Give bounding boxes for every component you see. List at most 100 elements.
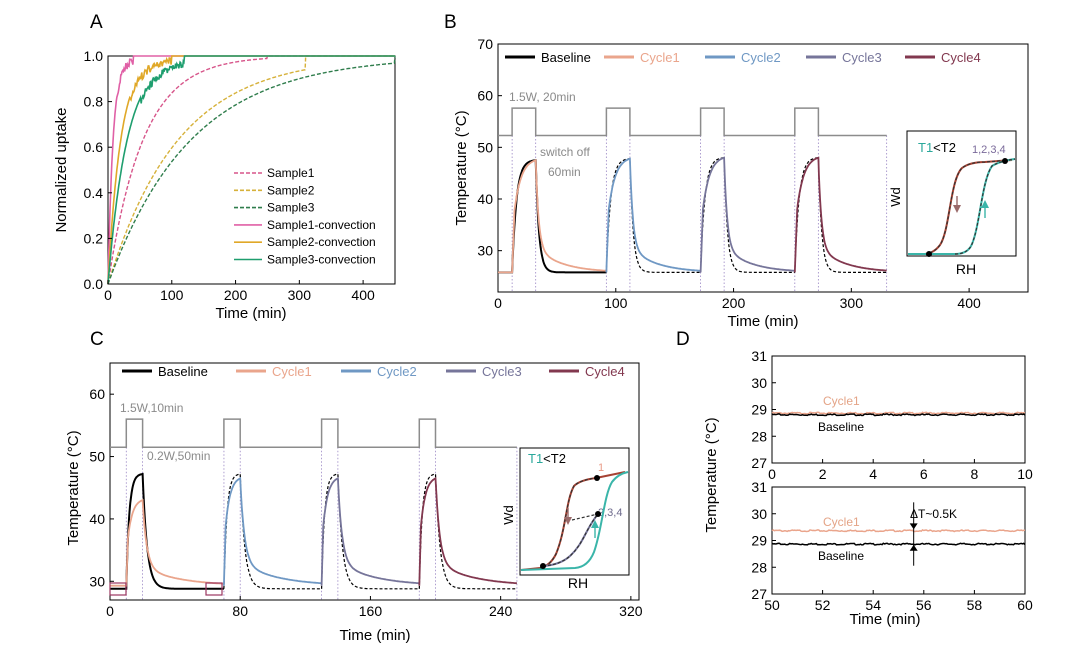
panel-b-inset-desorption-dashed [924, 159, 1013, 255]
panel-c-series-cycle3 [320, 476, 420, 586]
panel-b-x-ticks: 0 100 200 300 400 30 40 50 60 70 [477, 36, 981, 311]
panel-b-x-axis-label: Time (min) [727, 313, 798, 330]
panel-b-y-tick-label: 50 [477, 139, 493, 155]
panel-d-top-x-tick-label: 10 [1017, 466, 1033, 482]
panel-b-inset-x-label: RH [956, 261, 976, 277]
panel-d-top-y-tick-label: 31 [751, 348, 767, 364]
panel-d-top-y-tick-label: 28 [751, 428, 767, 444]
panel-c-x-axis-label: Time (min) [339, 627, 410, 644]
panel-c-power-line [110, 418, 517, 448]
panel-b-series [498, 156, 887, 274]
panel-d-bottom-x-tick-label: 54 [865, 597, 881, 613]
panel-b-duration-annotation: 60min [548, 165, 581, 179]
panel-c-x-ticks: 0 80 160 240 320 30 40 50 60 [89, 386, 642, 619]
panel-c-series-baseline [418, 473, 517, 590]
panel-c-power-annotation: 1.5W,10min [120, 401, 183, 415]
panel-c-inset-purple-curve [542, 513, 599, 567]
panel-a-plot-frame [107, 55, 396, 285]
panel-b-x-tick-label: 0 [494, 295, 502, 311]
panel-d-series [771, 411, 1026, 566]
panel-c-inset-end-point [594, 475, 600, 481]
panel-c-x-tick-label: 240 [489, 603, 513, 619]
panel-label-d: D [676, 329, 690, 350]
panel-c-inset-dashed-connector [571, 513, 599, 521]
panel-d-bottom-plot-frame [771, 486, 1026, 595]
panel-d-bottom-x-tick-label: 52 [815, 597, 831, 613]
panel-b-series-cycle4 [793, 156, 887, 273]
panel-b-series-baseline [605, 158, 701, 273]
panel-c-legend-label: Cycle2 [377, 364, 417, 379]
panel-c-x-tick-label: 320 [619, 603, 643, 619]
panel-c-legend-label: Cycle4 [585, 364, 625, 379]
panel-b-series-cycle3 [699, 156, 795, 273]
panel-d-y-axis-label: Temperature (°C) [703, 417, 720, 532]
panel-label-a: A [90, 12, 103, 33]
panel-c-plot-frame [109, 362, 640, 601]
panel-d-bottom-x-tick-label: 56 [916, 597, 932, 613]
panel-c-x-tick-label: 80 [232, 603, 248, 619]
panel-c-inset-y-label: Wd [501, 505, 516, 525]
panel-d-top-x-tick-label: 8 [971, 466, 979, 482]
panel-b-y-axis-label: Temperature (°C) [453, 110, 470, 225]
panel-b-inset-condition: T1<T2 [918, 140, 956, 155]
panel-c-inset: T1<T2 1 2,3,4 Wd RH [501, 447, 630, 591]
panel-a-x-tick-label: 100 [160, 287, 184, 303]
panel-d-bottom-y-tick-label: 27 [751, 586, 767, 602]
panel-d-top-series-baseline [771, 412, 1026, 417]
panel-c-y-tick-label: 50 [89, 449, 105, 465]
panel-d-delta-arrow-up [909, 544, 918, 551]
panel-b-power-trace [498, 107, 887, 137]
panel-d-bottom-y-tick-label: 30 [751, 506, 767, 522]
panel-b-legend-label: Cycle2 [741, 50, 781, 65]
panel-a-y-tick-label: 0.2 [84, 230, 104, 246]
panel-b-y-tick-label: 60 [477, 88, 493, 104]
panel-c-legend-label: Baseline [158, 364, 208, 379]
panel-b-inset-cycle-label: 1,2,3,4 [972, 144, 1006, 156]
panel-d-top-y-tick-label: 30 [751, 375, 767, 391]
panel-b-chart: Baseline Cycle1 Cycle2 Cycle3 Cycle4 0 100 200… [453, 36, 1029, 330]
panel-b-legend-label: Cycle4 [941, 50, 981, 65]
panel-b-legend-label: Baseline [541, 50, 591, 65]
panel-a-chart: 0 100 200 300 400 0.0 0.2 0.4 0.6 0.8 1.0 Time (mi… [53, 48, 396, 322]
panel-d-bottom-y-tick-label: 28 [751, 559, 767, 575]
panel-d-top-x-tick-label: 6 [920, 466, 928, 482]
panel-c-legend-label: Cycle1 [272, 364, 312, 379]
panel-a-y-tick-label: 1.0 [84, 48, 104, 64]
panel-b-y-tick-label: 70 [477, 36, 493, 52]
panel-a-x-ticks: 0 100 200 300 400 0.0 0.2 0.4 0.6 0.8 1.0 [84, 48, 375, 303]
panel-b-series-baseline [794, 157, 887, 273]
panel-d-top-x-tick-label: 4 [869, 466, 877, 482]
panel-a-legend-label: Sample2-convection [267, 235, 376, 249]
panel-a-legend-label: Sample1-convection [267, 218, 376, 232]
panel-a-series-sample2-convection [107, 55, 395, 285]
panel-d-top-y-tick-label: 29 [751, 402, 767, 418]
panel-a-y-axis-label: Normalized uptake [53, 107, 70, 232]
panel-d-bottom-x-tick-label: 58 [967, 597, 983, 613]
panel-b-power-line [498, 107, 887, 137]
panel-b-power-annotation: 1.5W, 20min [509, 90, 576, 104]
panel-c-y-tick-label: 40 [89, 511, 105, 527]
panel-d-delta-annotation: ΔT~0.5K [910, 507, 957, 521]
panel-b-x-tick-label: 200 [722, 295, 746, 311]
panel-c-y-axis-label: Temperature (°C) [65, 430, 82, 545]
panel-d-bottom-baseline-label: Baseline [818, 549, 864, 563]
panel-c-low-power-annotation: 0.2W,50min [147, 449, 210, 463]
panel-a-legend-label: Sample3-convection [267, 253, 376, 267]
panel-b-inset-y-label: Wd [888, 187, 903, 207]
panel-b-series-baseline [700, 157, 795, 273]
panel-c-inset-cycle1-label: 1 [598, 462, 604, 474]
panel-d-bottom-series-cycle1 [771, 528, 1026, 533]
panel-c-x-tick-label: 160 [359, 603, 383, 619]
panel-d-delta-arrow-down [909, 523, 918, 530]
panel-a-legend-label: Sample1 [267, 166, 315, 180]
panel-c-inset-x-label: RH [568, 575, 588, 591]
panel-a-series-sample1 [107, 55, 395, 285]
panel-b-inset-end-point [1002, 158, 1008, 164]
panel-c-series-cycle2 [223, 476, 322, 586]
panel-b-y-tick-label: 30 [477, 243, 493, 259]
panel-b-inset-frame [906, 130, 1017, 257]
panel-c-inset-dashed-upper [539, 477, 597, 569]
panel-c-inset-mid-point [595, 511, 601, 517]
panel-a-y-tick-label: 0.4 [84, 185, 104, 201]
